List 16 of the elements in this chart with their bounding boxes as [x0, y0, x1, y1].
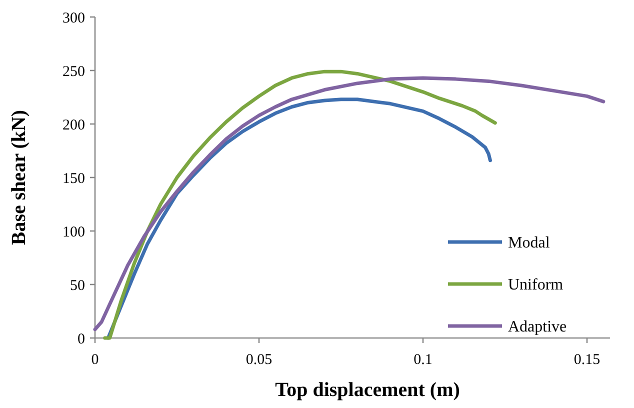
y-tick-label: 100 — [62, 224, 85, 240]
legend-label: Adaptive — [508, 318, 567, 336]
x-axis-title: Top displacement (m) — [275, 379, 460, 401]
y-tick-label: 50 — [70, 278, 85, 294]
legend-label: Modal — [508, 234, 550, 252]
y-tick-label: 250 — [62, 64, 85, 80]
x-tick-label: 0.15 — [574, 352, 600, 368]
y-axis-title: Base shear (kN) — [8, 110, 30, 246]
x-tick-label: 0.1 — [414, 352, 432, 368]
y-tick-label: 0 — [78, 331, 85, 348]
y-tick-label: 150 — [62, 170, 85, 187]
legend-label: Uniform — [508, 276, 564, 294]
y-tick-label: 200 — [62, 117, 85, 134]
x-tick-label: 0.05 — [246, 352, 272, 368]
y-tick-label: 300 — [62, 10, 85, 26]
x-tick-label: 0 — [91, 352, 99, 368]
